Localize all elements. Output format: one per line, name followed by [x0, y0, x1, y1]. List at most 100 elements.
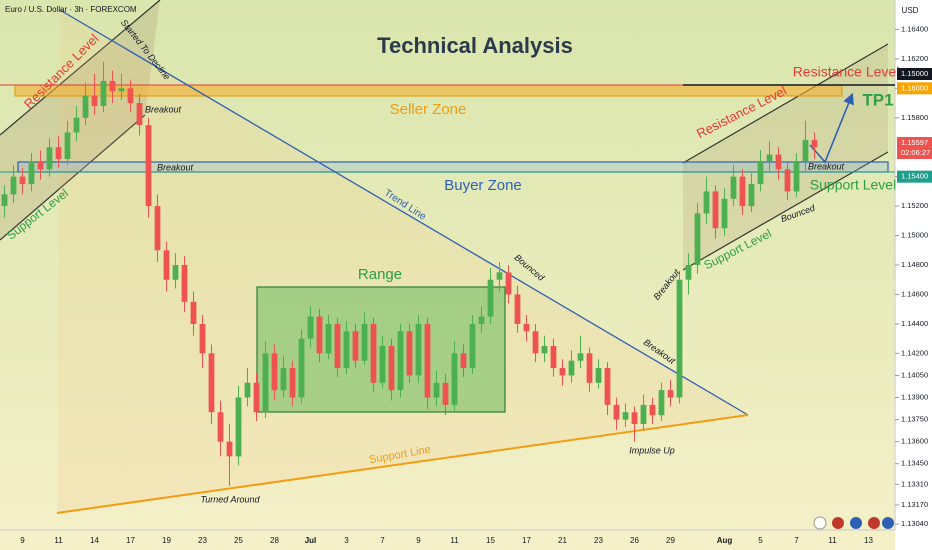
price-tag: 02:06:27 [901, 148, 930, 157]
annotation: Resistance Level [793, 64, 900, 80]
icon [813, 516, 827, 530]
annotation: Support Level [810, 177, 896, 193]
x-tick-label: 17 [126, 536, 135, 545]
candle-body [649, 404, 656, 416]
candle-body [10, 176, 17, 195]
candle-body [289, 368, 296, 398]
annotation: Breakout [157, 162, 194, 172]
triangle-fill [57, 10, 748, 513]
x-tick-label: 11 [450, 536, 459, 545]
candle-body [685, 265, 692, 280]
y-tick-label: 1.14800 [901, 260, 928, 269]
y-tick-label: 1.13040 [901, 519, 928, 528]
candle-body [604, 368, 611, 405]
y-tick-label: 1.13600 [901, 437, 928, 446]
candle-body [442, 382, 449, 405]
candle-body [343, 331, 350, 369]
candle-body [793, 161, 800, 192]
annotation: Seller Zone [390, 101, 467, 118]
candle-body [568, 360, 575, 376]
candle-body [253, 382, 260, 413]
x-tick-label: 21 [558, 536, 567, 545]
candles [1, 61, 818, 486]
y-tick-label: 1.14200 [901, 348, 928, 357]
x-tick-label: 19 [162, 536, 171, 545]
candle-body [46, 147, 53, 170]
icon [868, 517, 880, 529]
candle-body [721, 198, 728, 229]
channel-fill [683, 44, 888, 270]
x-tick-label: Jul [305, 536, 317, 545]
price-tag-bg [897, 68, 932, 80]
y-tick-label: 1.15400 [901, 172, 928, 181]
candle-body [757, 161, 764, 185]
candle-body [154, 206, 161, 251]
candle-body [505, 272, 512, 295]
y-tick-label: 1.14050 [901, 370, 928, 379]
candle-body [325, 323, 332, 354]
candle-body [1, 194, 8, 207]
candle-body [451, 353, 458, 405]
candle-body [577, 353, 584, 361]
channel-line [682, 43, 889, 164]
support-line [56, 414, 749, 514]
candle-body [145, 125, 152, 207]
candle-body [181, 265, 188, 302]
candle-body [163, 250, 170, 280]
candle-body [424, 323, 431, 398]
y-tick-label: 1.16000 [901, 83, 928, 92]
icon [850, 517, 862, 529]
price-tag: 1.15000 [901, 69, 928, 78]
candle-body [748, 184, 755, 207]
candle-body [559, 368, 566, 376]
candle-body [271, 353, 278, 391]
x-tick-label: 13 [864, 536, 873, 545]
candle-body [802, 139, 809, 162]
footer-icons [813, 516, 894, 530]
symbol: Euro / U.S. Dollar · 3h · FOREXCOM [5, 5, 137, 14]
candle-body [622, 412, 629, 420]
x-tick-label: 23 [198, 536, 207, 545]
price-tag: 1.15597 [901, 138, 928, 147]
candle-body [235, 397, 242, 457]
candle-body [550, 345, 557, 369]
channel-line [0, 0, 161, 136]
annotation: Impulse Up [629, 445, 675, 455]
candle-body [127, 88, 134, 104]
candle-body [667, 390, 674, 398]
candle-body [73, 117, 80, 133]
candle-body [406, 331, 413, 376]
y-tick-label: 1.13750 [901, 415, 928, 424]
candle-body [217, 412, 224, 442]
candle-body [712, 191, 719, 229]
candle-body [208, 353, 215, 413]
y-tick-label: 1.15200 [901, 201, 928, 210]
candle-body [109, 80, 116, 92]
x-tick-label: 9 [416, 536, 421, 545]
candle-body [388, 345, 395, 391]
candle-body [730, 176, 737, 199]
price-tag-bg [897, 137, 932, 149]
candle-body [586, 353, 593, 383]
chart-title: Technical Analysis [377, 33, 573, 58]
y-tick-label: 1.14600 [901, 289, 928, 298]
x-tick-label: 17 [522, 536, 531, 545]
y-tick-label: 1.16200 [901, 54, 928, 63]
x-tick-label: 28 [270, 536, 279, 545]
candle-body [91, 95, 98, 106]
x-tick-label: 11 [54, 536, 63, 545]
annotation: Turned Around [200, 494, 260, 504]
y-tick-label: 1.15000 [901, 231, 928, 240]
candle-body [352, 331, 359, 361]
candle-body [658, 390, 665, 416]
candle-body [334, 323, 341, 369]
x-tick-label: 23 [594, 536, 603, 545]
candle-body [640, 404, 647, 424]
candle-body [28, 161, 35, 185]
x-tick-label: Aug [717, 536, 733, 545]
candle-body [19, 176, 26, 185]
candle-body [172, 265, 179, 280]
candle-body [631, 412, 638, 424]
candle-body [100, 80, 107, 106]
